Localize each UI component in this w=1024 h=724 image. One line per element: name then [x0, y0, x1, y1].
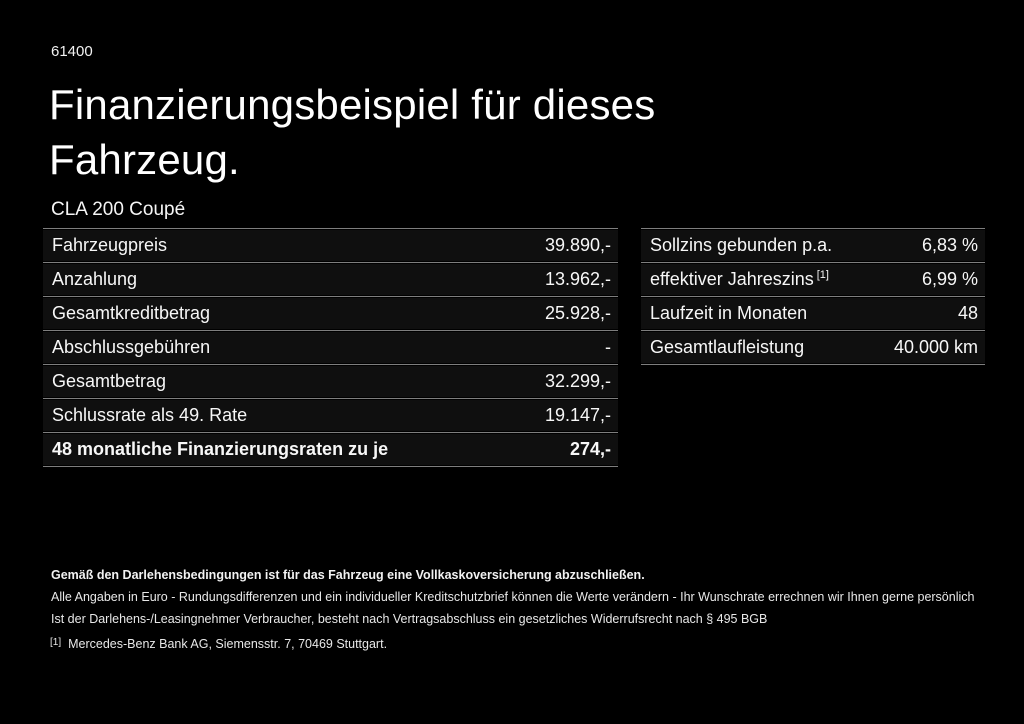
table-divider: [641, 296, 985, 297]
table-row: effektiver Jahreszins [1] 6,99 %: [641, 264, 985, 295]
row-label: Fahrzeugpreis: [52, 235, 168, 255]
row-value: -: [605, 337, 611, 357]
table-divider: [43, 364, 618, 365]
row-label: Abschlussgebühren: [52, 337, 211, 357]
vehicle-ref-id: 61400: [51, 43, 93, 60]
page-title-line1: Finanzierungsbeispiel für dieses: [49, 81, 656, 128]
footnote: [1] Mercedes-Benz Bank AG, Siemensstr. 7,…: [50, 637, 387, 651]
financing-conditions-table: Sollzins gebunden p.a. 6,83 % effektiver…: [641, 227, 985, 366]
legal-line-euro-note: Alle Angaben in Euro - Rundungsdifferenz…: [51, 590, 975, 604]
table-row: Schlussrate als 49. Rate 19.147,-: [43, 400, 618, 431]
table-divider: [43, 330, 618, 331]
financing-amounts-table: Fahrzeugpreis 39.890,- Anzahlung 13.962,…: [43, 227, 618, 468]
table-row: Fahrzeugpreis 39.890,-: [43, 230, 618, 261]
row-label: Gesamtbetrag: [52, 371, 167, 391]
row-label: Schlussrate als 49. Rate: [52, 405, 248, 425]
table-divider: [43, 398, 618, 399]
table-row: Sollzins gebunden p.a. 6,83 %: [641, 230, 985, 261]
footnote-text: Mercedes-Benz Bank AG, Siemensstr. 7, 70…: [68, 637, 388, 651]
table-row: Anzahlung 13.962,-: [43, 264, 618, 295]
row-value: 6,99 %: [921, 269, 978, 289]
table-divider: [641, 330, 985, 331]
table-divider: [43, 432, 618, 433]
row-value: 32.299,-: [544, 371, 611, 391]
row-label: Laufzeit in Monaten: [650, 303, 808, 323]
row-value: 19.147,-: [544, 405, 611, 425]
page-title-line2: Fahrzeug.: [49, 136, 240, 183]
row-label: Sollzins gebunden p.a.: [650, 235, 833, 255]
row-label: Gesamtlaufleistung: [650, 337, 805, 357]
table-row-monthly-rate: 48 monatliche Finanzierungsraten zu je 2…: [43, 434, 618, 465]
row-value: 25.928,-: [544, 303, 611, 323]
table-divider: [43, 228, 618, 229]
table-divider: [641, 228, 985, 229]
table-divider: [43, 466, 618, 467]
table-divider: [43, 262, 618, 263]
legal-line-withdrawal-right: Ist der Darlehens-/Leasingnehmer Verbrau…: [51, 612, 768, 626]
row-value: 39.890,-: [544, 235, 611, 255]
vehicle-model-name: CLA 200 Coupé: [51, 199, 186, 220]
table-divider: [641, 364, 985, 365]
row-label-text: effektiver Jahreszins: [650, 269, 814, 289]
legal-line-insurance: Gemäß den Darlehensbedingungen ist für d…: [51, 568, 645, 582]
footnote-reference-marker: [1]: [816, 269, 829, 281]
page-title: Finanzierungsbeispiel für dieses Fahrzeu…: [49, 77, 655, 187]
table-divider: [43, 296, 618, 297]
row-value: 13.962,-: [544, 269, 611, 289]
table-row: Gesamtbetrag 32.299,-: [43, 366, 618, 397]
table-row: Abschlussgebühren -: [43, 332, 618, 363]
row-value: 6,83 %: [921, 235, 978, 255]
row-value: 274,-: [569, 439, 611, 459]
row-value: 48: [957, 303, 978, 323]
row-label: effektiver Jahreszins [1]: [650, 269, 829, 290]
row-value: 40.000 km: [893, 337, 978, 357]
table-row: Laufzeit in Monaten 48: [641, 298, 985, 329]
table-row: Gesamtlaufleistung 40.000 km: [641, 332, 985, 363]
row-label: Anzahlung: [52, 269, 138, 289]
row-label: 48 monatliche Finanzierungsraten zu je: [52, 439, 389, 459]
footnote-marker: [1]: [50, 637, 62, 648]
table-divider: [641, 262, 985, 263]
table-row: Gesamtkreditbetrag 25.928,-: [43, 298, 618, 329]
legal-disclaimer: Gemäß den Darlehensbedingungen ist für d…: [51, 564, 974, 630]
row-label: Gesamtkreditbetrag: [52, 303, 211, 323]
